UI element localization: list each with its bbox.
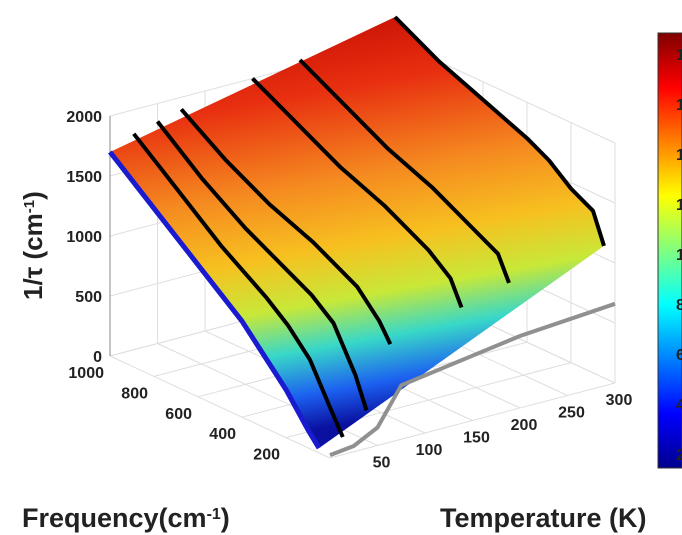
curve-75K: [179, 107, 393, 345]
z-tick-1500: 1500: [66, 169, 102, 186]
colorbar-tick-5: 8: [676, 297, 682, 314]
temperature-tick-labels: 50 100 150 200 250 300: [373, 392, 633, 472]
z-tick-500: 500: [75, 289, 102, 306]
temperature-tick-250: 250: [558, 405, 585, 422]
colorbar-tick-4: 1: [676, 247, 682, 264]
z-axis-title-sup: -1: [21, 200, 38, 213]
x-axis-title-sup: -1: [207, 506, 221, 523]
colorbar-tick-3: 1: [676, 197, 682, 214]
temperature-tick-100: 100: [416, 442, 443, 459]
z-tick-2000: 2000: [66, 109, 102, 126]
x-axis-title-close: ): [221, 503, 230, 533]
surface: [110, 17, 616, 457]
curve-group: [108, 15, 606, 450]
frequency-tick-200: 200: [253, 447, 280, 464]
surface-fill: [110, 17, 604, 449]
z-axis-title-close: ): [18, 191, 48, 200]
colorbar-tick-1: 1: [676, 97, 682, 114]
curve-50K: [155, 120, 369, 411]
colorbar-tick-6: 6: [676, 347, 682, 364]
curve-25K: [132, 132, 345, 438]
temperature-tick-150: 150: [463, 430, 490, 447]
z-tick-labels: 0 500 1000 1500 2000: [66, 109, 102, 366]
colorbar-tick-labels: 1 1 1 1 1 8 6 4 2: [676, 47, 682, 464]
curve-150K: [251, 77, 464, 309]
x-axis-title-main: Frequency(cm: [22, 503, 207, 533]
y-axis-title: Temperature (K): [440, 503, 647, 533]
edge-curve: [329, 301, 616, 457]
colorbar-tick-8: 2: [676, 447, 682, 464]
curve-200K: [298, 58, 511, 284]
colorbar-tick-0: 1: [676, 47, 682, 64]
frequency-tick-1000: 1000: [68, 365, 104, 382]
frequency-tick-400: 400: [209, 426, 236, 443]
colorbar: [657, 32, 682, 469]
frequency-tick-600: 600: [165, 406, 192, 423]
temperature-tick-300: 300: [606, 392, 633, 409]
temperature-tick-50: 50: [373, 455, 391, 472]
grid-line: [109, 355, 331, 459]
z-axis-title-main: 1/τ (cm: [18, 213, 48, 300]
z-axis-title: 1/τ (cm-1): [18, 191, 48, 300]
curve-0K: [108, 150, 322, 450]
z-tick-1000: 1000: [66, 229, 102, 246]
colorbar-tick-2: 1: [676, 147, 682, 164]
frequency-tick-labels: 1000 800 600 400 200: [68, 365, 280, 464]
colorbar-tick-7: 4: [676, 397, 682, 414]
temperature-tick-200: 200: [511, 417, 538, 434]
x-axis-title: Frequency(cm-1): [22, 503, 230, 533]
frequency-tick-800: 800: [121, 385, 148, 402]
z-tick-0: 0: [93, 349, 102, 366]
curve-300K: [393, 15, 606, 247]
